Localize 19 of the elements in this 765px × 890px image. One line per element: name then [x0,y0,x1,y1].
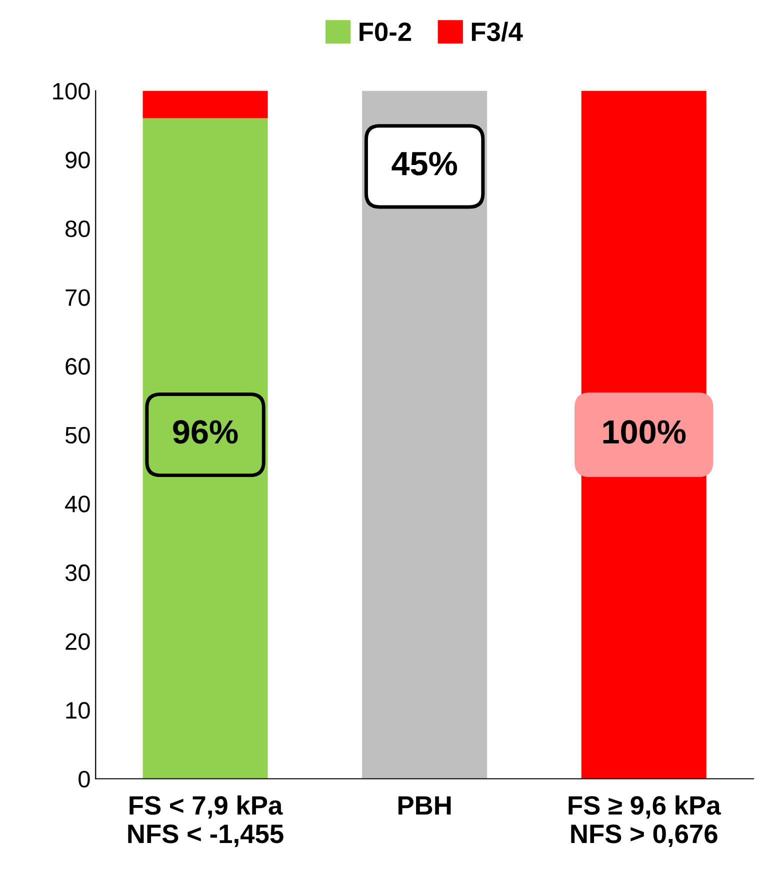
y-tick-label: 0 [78,770,90,788]
y-tick-label: 70 [66,289,90,306]
legend-label: F3/4 [472,22,523,42]
x-tick-label: FS ≥ 9,6 kPa NFS > 0,676 [568,795,721,848]
y-tick-label: 10 [66,702,90,719]
y-tick-label: 50 [65,426,90,444]
y-tick-label: 40 [65,496,90,512]
annotation: 45% [392,152,458,176]
y-tick-label: 100 [53,82,90,100]
y-tick-label: 30 [65,564,90,582]
y-tick-label: 20 [66,633,90,650]
annotation: 96% [173,420,238,444]
legend-label: F0-2 [360,22,412,42]
y-tick-label: 90 [66,152,90,168]
y-tick-label: 60 [66,358,90,375]
y-tick-label: 80 [66,220,90,238]
annotation: 100% [603,420,686,444]
x-tick-label: FS < 7,9 kPa NFS < -1,455 [128,795,284,848]
x-tick-label: PBH [398,796,451,815]
